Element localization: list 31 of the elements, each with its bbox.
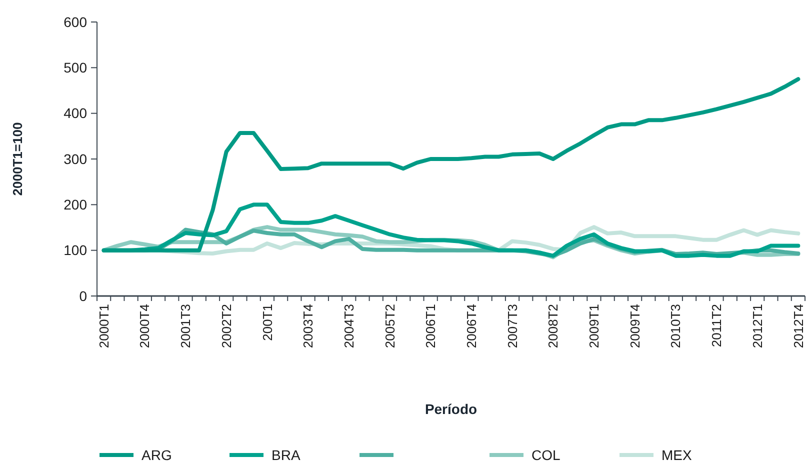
y-tick-label: 400 bbox=[64, 105, 88, 122]
x-axis-title: Período bbox=[424, 401, 478, 417]
x-tick-label: 2012T4 bbox=[790, 304, 806, 348]
y-tick-label: 200 bbox=[64, 196, 88, 213]
x-tick-label: 2010T3 bbox=[668, 304, 684, 348]
x-tick-label: 2005T2 bbox=[382, 304, 398, 348]
y-tick-label: 600 bbox=[64, 14, 88, 30]
x-tick-label: 200T1 bbox=[260, 304, 275, 341]
legend-label: BRA bbox=[272, 446, 301, 463]
x-tick-label: 2002T2 bbox=[218, 304, 234, 348]
x-tick-label: 2004T3 bbox=[341, 304, 356, 348]
x-tick-label: 2012T1 bbox=[750, 304, 765, 348]
legend-label: MEX bbox=[662, 446, 692, 463]
legend-label: ARG bbox=[142, 446, 172, 463]
y-tick-label: 0 bbox=[79, 288, 88, 304]
x-tick-label: 2009T1 bbox=[586, 304, 602, 348]
x-tick-label: 2006T4 bbox=[464, 304, 479, 348]
y-tick-label: 300 bbox=[64, 150, 88, 167]
y-tick-label: 500 bbox=[64, 60, 88, 76]
legend-label: COL bbox=[532, 446, 560, 463]
x-tick-label: 2001T3 bbox=[178, 304, 194, 348]
x-tick-label: 2000T1 bbox=[96, 304, 112, 348]
x-tick-label: 2007T3 bbox=[504, 304, 520, 348]
x-tick-label: 2008T2 bbox=[546, 304, 561, 348]
x-tick-label: 2011T2 bbox=[709, 304, 724, 348]
x-tick-label: 2003T4 bbox=[300, 304, 316, 348]
y-axis-title: 2000T1=100 bbox=[10, 122, 25, 196]
x-tick-label: 2009T4 bbox=[627, 304, 642, 348]
y-tick-label: 100 bbox=[64, 242, 88, 258]
x-tick-label: 2000T4 bbox=[137, 304, 152, 348]
x-tick-label: 2006T1 bbox=[423, 304, 438, 348]
